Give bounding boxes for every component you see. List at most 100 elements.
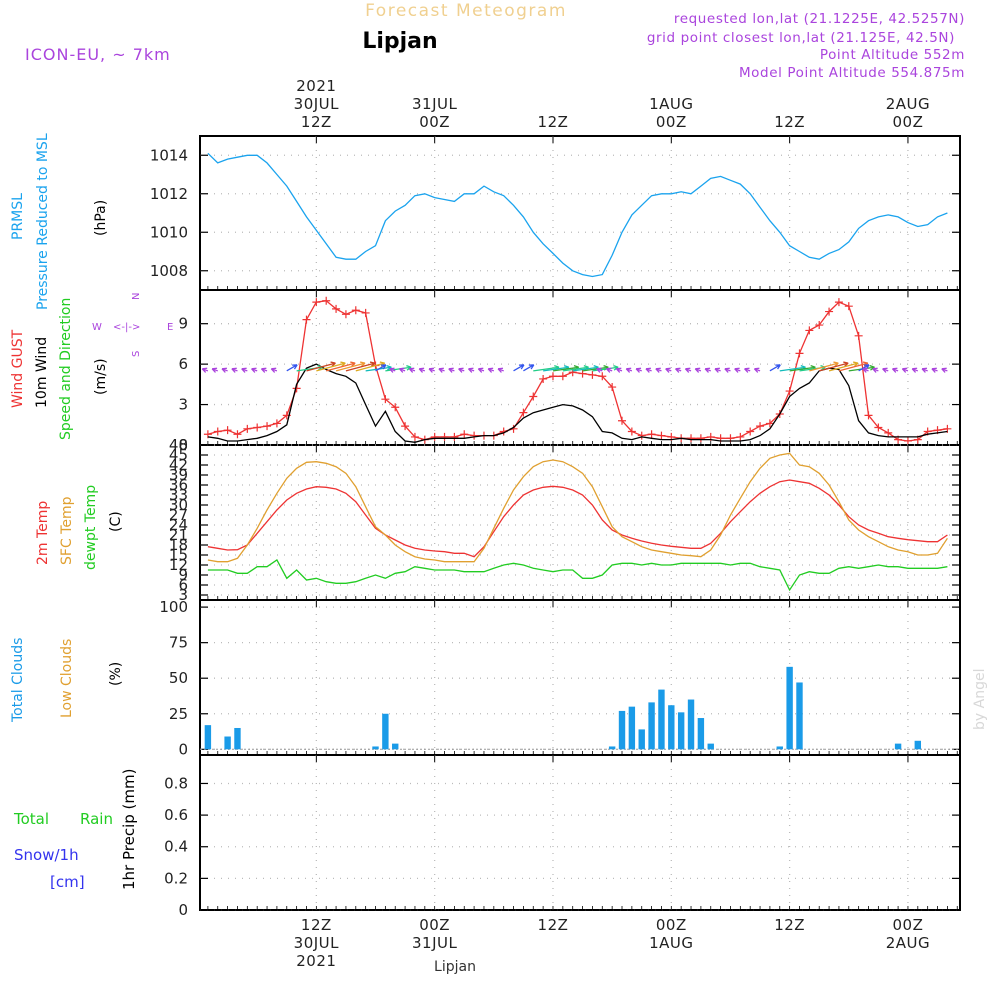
y-tick-label: 24 [169,516,188,534]
wind-direction-arrow [684,367,692,373]
panels-layer: 1008101010121014036936912151821242730333… [150,135,961,919]
pressure-label-msl: Pressure Reduced to MSL [35,133,51,310]
wind-unit: (m/s) [93,358,109,395]
bar [382,713,389,750]
model-altitude: Model Point Altitude 554.875m [739,65,965,81]
y-tick-label: 6 [178,355,188,373]
model-label: ICON-EU, ~ 7km [25,45,171,64]
snow-unit: [cm] [50,873,85,891]
wind-direction-arrow [606,367,613,373]
y-tick-label: 45 [169,446,188,464]
y-tick-label: 0.2 [164,869,188,887]
bar [648,702,655,750]
precip-side-labels: Total Rain Snow/1h [cm] 1hr Precip (mm) [13,769,138,891]
gust-marker [578,369,587,378]
wind-direction-arrow [734,367,741,373]
gust-marker [332,304,341,313]
top-time-label: 12Z [301,113,332,131]
bar [234,727,241,750]
gust-marker [657,431,666,440]
y-tick-label: 15 [169,546,188,564]
gust-marker [637,431,646,440]
gust-marker [203,430,212,439]
wind-direction-arrow [477,367,485,373]
point-altitude: Point Altitude 552m [820,47,965,63]
gust-marker [381,395,390,404]
y-tick-label: 1010 [150,223,188,241]
y-tick-label: 12 [169,556,188,574]
top-time-label: 12Z [774,113,805,131]
wind-direction-arrow [260,367,268,373]
gust-marker [825,307,834,316]
gust-marker [410,432,419,441]
wind-direction-arrow [694,367,702,373]
y-tick-label: 75 [169,634,188,652]
gust-marker [223,426,232,435]
bottom-time-label: 12Z [538,916,569,934]
gust-label: Wind GUST [10,329,26,408]
sfc-label: SFC Temp [59,496,75,565]
gust-marker [854,331,863,340]
gust-marker [795,349,804,358]
gust-marker [844,302,853,311]
gust-marker [401,422,410,431]
wind-direction-arrow [316,361,346,372]
wind-direction-arrow [635,367,642,373]
bar [204,725,212,750]
gust-marker [558,372,567,381]
y-tick-label: 42 [169,456,188,474]
rain-label-total: Total [13,810,49,828]
gust-marker [627,427,636,436]
credit: by Angel [972,669,988,730]
gust-marker [598,372,607,381]
bar [224,736,231,750]
y-tick-label: 100 [159,598,188,616]
pressure-label-prmsl: PRMSL [10,193,26,240]
wind-direction-arrow [848,365,875,372]
compass-arrows: <-|-> [113,322,140,333]
gust-marker [519,408,528,417]
wind-direction-arrow [714,367,721,373]
panel-frame [199,599,961,756]
gust-marker [736,432,745,441]
bar [618,710,626,750]
wind-direction-arrow [398,367,406,373]
total-clouds-label: Total Clouds [10,638,26,723]
y-tick-label: 0.6 [164,806,188,824]
y-tick-label: 0.8 [164,774,188,792]
wind-direction-arrow [891,367,899,373]
gust-marker [322,296,331,305]
bottom-time-label: 31JUL [412,934,457,952]
wind-direction-arrow [326,361,356,372]
wind-direction-arrow [625,367,633,373]
y-tick-label: 6 [178,576,188,594]
location-title: Lipjan [362,29,437,54]
temp-side-labels: 2m Temp SFC Temp dewpt Temp (C) [35,485,124,570]
t2m-label: 2m Temp [35,501,51,565]
wind-direction-arrow [872,367,879,373]
footer-location: Lipjan [434,959,476,975]
bottom-time-label: 00Z [893,916,924,934]
bar [796,682,803,750]
series-dewpt-temp [207,559,948,592]
wind-direction-arrow [828,361,859,372]
wind-direction-arrow [941,367,948,373]
wind-direction-arrow [335,361,366,372]
wind-direction-arrow [724,367,731,373]
bottom-time-label: 1AUG [649,934,693,952]
wind-direction-arrow [375,364,387,372]
panel-1: 0 3 6 9 [178,289,961,454]
panel-frame [199,289,961,446]
requested-coords: requested lon,lat (21.1225E, 42.5257N) [674,11,965,27]
wind10-label: 10m Wind [34,337,50,408]
compass-s: S [131,351,142,357]
panel-4: 0 0.2 0.4 0.6 0.8 [164,754,961,919]
wind-direction-arrow [438,367,445,373]
bar [668,705,675,750]
gust-marker [618,416,627,425]
panel-0: 1008 1010 1012 1014 [150,135,961,291]
wind-direction-arrow [592,365,619,372]
gust-marker [746,427,755,436]
bar [608,746,616,750]
bar [687,699,695,750]
